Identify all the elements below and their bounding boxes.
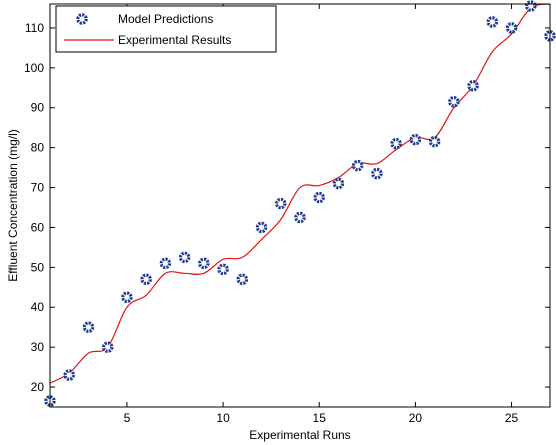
- model-prediction-point: [409, 133, 422, 146]
- x-tick-label: 25: [505, 411, 519, 425]
- y-tick-label: 50: [31, 260, 45, 274]
- model-prediction-point: [390, 137, 402, 150]
- model-prediction-point: [198, 257, 210, 270]
- model-prediction-point: [332, 177, 345, 190]
- model-prediction-point: [178, 251, 191, 264]
- legend-label-model-predictions: Model Predictions: [118, 12, 213, 26]
- legend: Model Predictions Experimental Results: [55, 5, 277, 53]
- model-prediction-point: [428, 135, 441, 148]
- model-prediction-point: [255, 221, 268, 234]
- model-prediction-point: [217, 263, 229, 276]
- y-tick-label: 110: [25, 21, 44, 35]
- model-prediction-point: [159, 257, 172, 270]
- model-prediction-point: [82, 321, 95, 333]
- y-axis-label: Effluent Concentration (mg/l): [6, 129, 20, 282]
- y-tick-label: 30: [31, 340, 45, 354]
- y-tick-label: 60: [31, 220, 45, 234]
- x-tick-label: 15: [313, 411, 327, 425]
- model-prediction-point: [236, 273, 249, 286]
- model-prediction-point: [467, 79, 479, 92]
- y-tick-label: 70: [31, 181, 45, 195]
- model-prediction-point: [121, 291, 133, 304]
- y-tick-label: 20: [31, 380, 45, 394]
- model-prediction-point: [351, 159, 364, 172]
- legend-box: [55, 5, 277, 53]
- model-prediction-point: [101, 341, 114, 353]
- x-tick-label: 10: [216, 411, 230, 425]
- y-tick-label: 40: [31, 300, 45, 314]
- model-prediction-point: [274, 197, 287, 210]
- legend-marker-point: [76, 13, 88, 25]
- x-axis-label: Experimental Runs: [249, 428, 350, 442]
- experimental-results-line-layer: [50, 4, 551, 384]
- y-tick-label: 100: [24, 61, 44, 75]
- model-prediction-point: [448, 95, 460, 108]
- legend-label-experimental-results: Experimental Results: [118, 33, 231, 47]
- plot-frame: [49, 3, 551, 408]
- ticks: 5 10 15 20 25 20 30 40 50 60 70 80 90 100 110: [24, 4, 550, 425]
- y-tick-label: 80: [31, 141, 45, 155]
- model-prediction-point: [294, 211, 306, 224]
- model-predictions-marker-layer: [44, 0, 556, 407]
- model-prediction-point: [63, 369, 76, 381]
- model-prediction-point: [505, 22, 518, 34]
- model-prediction-point: [371, 167, 383, 180]
- y-tick-label: 90: [31, 101, 45, 115]
- model-prediction-point: [140, 273, 152, 286]
- axes: [49, 3, 551, 408]
- x-tick-label: 5: [124, 411, 131, 425]
- model-prediction-point: [313, 191, 326, 204]
- model-prediction-point: [524, 0, 537, 12]
- experimental-results-line: [50, 4, 551, 384]
- legend-marker-symbol: [76, 13, 88, 25]
- model-prediction-point: [486, 16, 499, 28]
- x-tick-label: 20: [409, 411, 423, 425]
